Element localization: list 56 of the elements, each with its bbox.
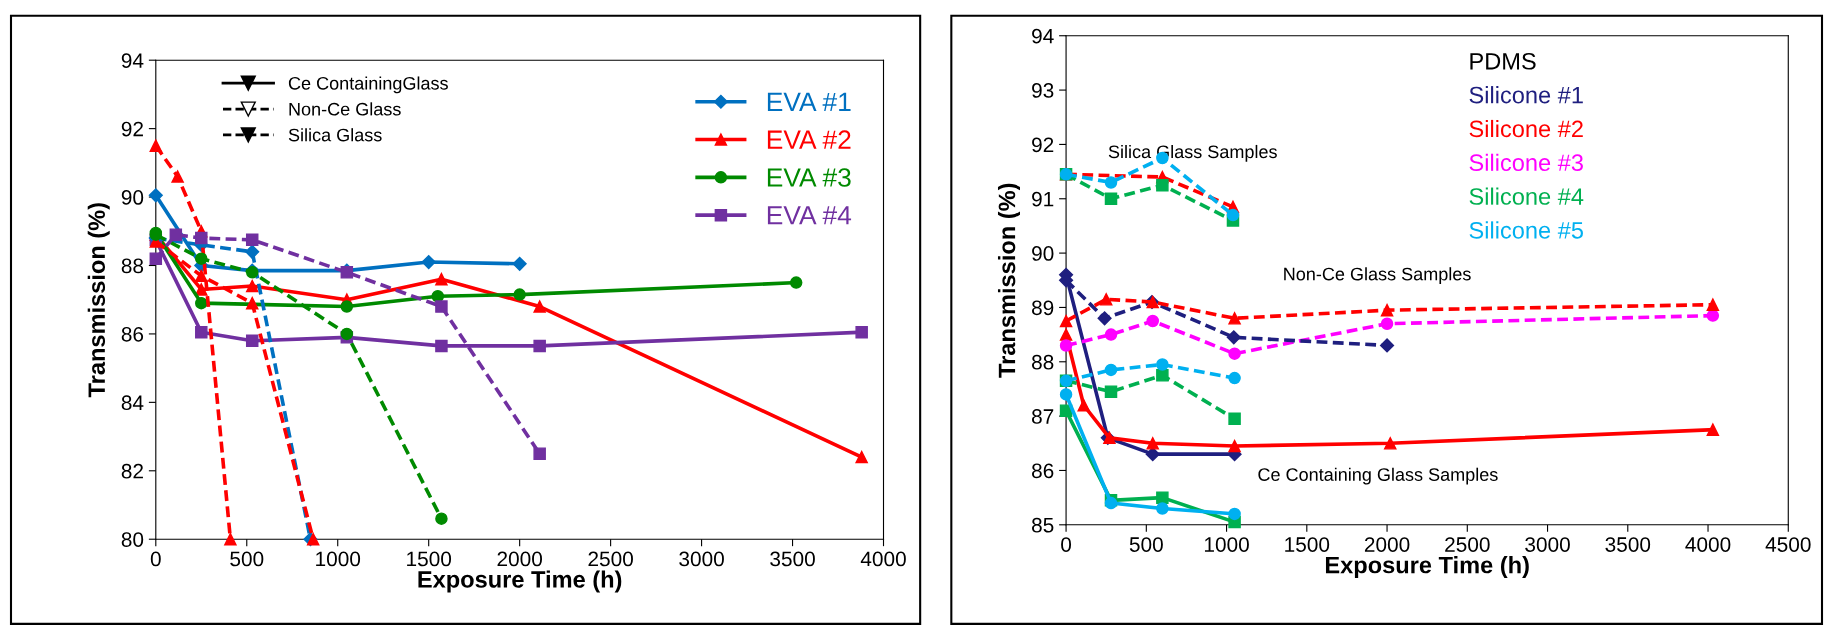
x-tick-label: 4000 (860, 551, 906, 567)
x-tick-label: 3500 (1605, 537, 1651, 552)
legend-label: EVA #1 (767, 92, 851, 111)
y-tick-label: 84 (121, 395, 144, 411)
x-tick-label: 3500 (770, 551, 815, 567)
y-axis-title: Transmission (%) (997, 183, 1020, 378)
y-tick-label: 86 (121, 326, 144, 342)
y-tick-label: 82 (121, 463, 143, 479)
y-tick-label: 92 (1032, 137, 1054, 153)
y-tick-label: 88 (121, 258, 144, 274)
y-tick-label: 89 (1032, 300, 1054, 316)
y-tick-label: 86 (1032, 463, 1054, 479)
x-tick-label: 3000 (679, 551, 724, 567)
x-tick-label: 0 (150, 551, 161, 567)
text: Silicone #3 (1469, 153, 1583, 172)
text: Silicone #5 (1469, 221, 1583, 239)
x-tick-label: 500 (230, 551, 264, 567)
x-tick-label: 4000 (1685, 537, 1731, 552)
x-tick-label: 2500 (1445, 537, 1490, 552)
x-tick-label: 2500 (588, 551, 633, 567)
y-tick-label: 87 (1032, 409, 1054, 424)
x-tick-label: 1000 (1204, 537, 1249, 552)
annotation: Ce ContainingGlass (288, 76, 448, 94)
x-tick-label: 1500 (407, 551, 452, 567)
x-tick-label: 1500 (1285, 537, 1330, 552)
x-tick-label: 500 (1129, 537, 1163, 552)
legend-label: EVA #2 (767, 130, 851, 149)
legend-label: EVA #3 (767, 168, 851, 187)
x-tick-label: 0 (1061, 537, 1072, 552)
legend-title: PDMS (1470, 52, 1536, 70)
annotation: Non-Ce Glass (289, 102, 401, 116)
text: Silicone #4 (1469, 187, 1584, 205)
y-tick-label: 94 (1032, 28, 1054, 44)
x-axis-title: Exposure Time (h) (418, 570, 622, 593)
text: Silicone #2 (1469, 119, 1583, 138)
x-tick-label: 4500 (1765, 537, 1811, 552)
x-tick-label: 3000 (1525, 537, 1570, 552)
y-tick-label: 88 (1032, 354, 1054, 370)
y-tick-label: 94 (121, 53, 144, 68)
annotation: Silica Glass (288, 128, 382, 142)
x-tick-label: 1000 (316, 551, 361, 567)
y-tick-label: 91 (1032, 191, 1054, 207)
y-tick-label: 85 (1032, 517, 1054, 533)
legend-label: EVA #4 (767, 206, 852, 225)
text: Silicone #1 (1469, 86, 1583, 104)
y-axis-title: Transmission (%) (87, 203, 110, 398)
y-tick-label: 90 (1032, 246, 1054, 261)
annotation: Ce Containing Glass Samples (1258, 467, 1498, 485)
y-tick-label: 90 (121, 190, 144, 205)
y-tick-label: 92 (121, 121, 143, 137)
y-tick-label: 80 (121, 532, 144, 547)
y-tick-label: 93 (1032, 83, 1054, 98)
x-tick-label: 2000 (497, 551, 543, 567)
x-tick-label: 2000 (1364, 537, 1410, 552)
x-axis-title: Exposure Time (h) (1325, 556, 1529, 579)
annotation: Non-Ce Glass Samples (1284, 267, 1471, 285)
